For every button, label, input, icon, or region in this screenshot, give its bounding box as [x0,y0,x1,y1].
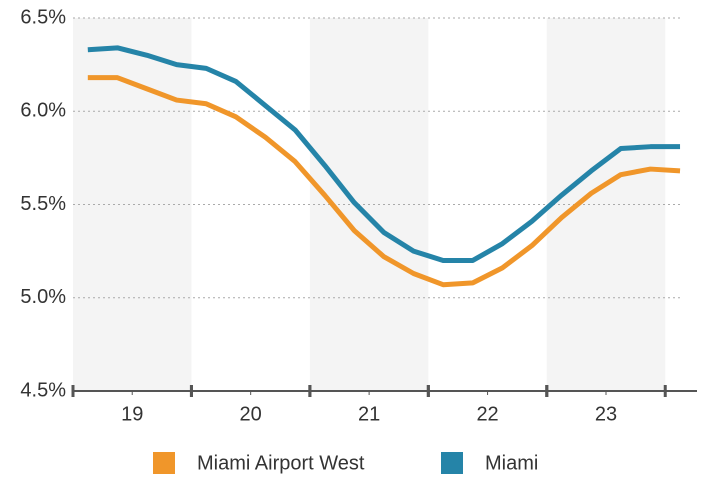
x-tick-label: 19 [121,403,143,425]
legend-label: Miami Airport West [197,452,365,474]
y-tick-label: 5.0% [20,286,66,308]
y-tick-label: 5.5% [20,193,66,215]
y-tick-label: 4.5% [20,379,66,401]
line [87,75,681,288]
legend-label: Miami [485,452,538,474]
band [546,18,666,391]
x-tick-label: 20 [240,403,262,425]
x-tick-label: 21 [358,403,380,425]
y-tick-label: 6.5% [20,6,66,28]
legend-swatch [441,452,463,474]
line [87,45,681,263]
y-tick-label: 6.0% [20,100,66,122]
x-tick-label: 22 [476,403,498,425]
x-tick-label: 23 [595,403,617,425]
legend-swatch [153,452,175,474]
